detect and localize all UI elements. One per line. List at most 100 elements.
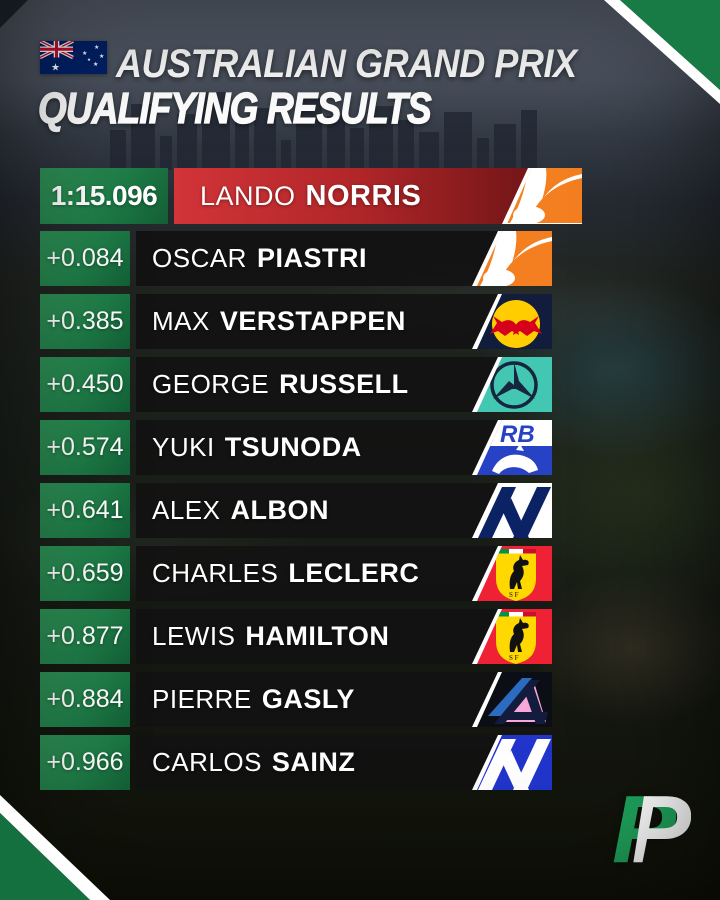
time-cell: +0.574 bbox=[40, 420, 130, 475]
driver-last-name: PIASTRI bbox=[256, 243, 367, 273]
driver-last-name: HAMILTON bbox=[245, 621, 390, 651]
result-row: +0.084 OSCAR PIASTRI bbox=[40, 231, 582, 286]
skyline-building bbox=[202, 92, 230, 170]
mclaren-logo-graphic bbox=[507, 168, 582, 223]
skyline-building bbox=[254, 108, 276, 170]
svg-text:★: ★ bbox=[51, 63, 60, 74]
page-title: AUSTRALIAN GRAND PRIX bbox=[116, 42, 577, 86]
time-cell: +0.659 bbox=[40, 546, 130, 601]
brand-p-logo: P P bbox=[612, 782, 720, 892]
result-row: +0.877 LEWIS HAMILTON S F bbox=[40, 609, 582, 664]
skyline-building bbox=[281, 140, 291, 170]
team-logo-mercedes bbox=[472, 357, 552, 412]
driver-first-name: OSCAR bbox=[152, 243, 247, 273]
result-row: +0.641 ALEX ALBON bbox=[40, 483, 582, 538]
ferrari-logo-graphic: S F bbox=[477, 546, 552, 601]
time-cell: 1:15.096 bbox=[40, 168, 168, 224]
result-row: +0.966 CARLOS SAINZ bbox=[40, 735, 582, 790]
driver-last-name: RUSSELL bbox=[279, 369, 409, 399]
red-bull-logo-graphic bbox=[477, 294, 552, 349]
time-cell: +0.385 bbox=[40, 294, 130, 349]
driver-last-name: SAINZ bbox=[271, 747, 356, 777]
svg-text:★: ★ bbox=[93, 61, 98, 68]
team-logo-ferrari: S F bbox=[472, 546, 552, 601]
brand-p-green: P bbox=[612, 776, 677, 883]
driver-first-name: LANDO bbox=[200, 180, 296, 211]
driver-bar: YUKI TSUNODA RB bbox=[136, 420, 552, 475]
skyline-building bbox=[369, 106, 393, 170]
driver-bar: LEWIS HAMILTON S F bbox=[136, 609, 552, 664]
time-cell: +0.877 bbox=[40, 609, 130, 664]
skyline-building bbox=[131, 104, 155, 170]
skyline-building bbox=[296, 98, 322, 170]
time-cell: +0.450 bbox=[40, 357, 130, 412]
result-row: +0.884 PIERRE GASLY bbox=[40, 672, 582, 727]
driver-last-name: LECLERC bbox=[288, 558, 420, 588]
australia-flag-icon: ★ ★ ★ ★ ★ ★ bbox=[40, 41, 107, 74]
driver-bar: MAX VERSTAPPEN bbox=[136, 294, 552, 349]
skyline-building bbox=[177, 114, 197, 170]
skyline-building bbox=[235, 122, 249, 170]
team-logo-mclaren bbox=[502, 168, 582, 224]
svg-text:★: ★ bbox=[99, 53, 104, 60]
team-logo-alpine bbox=[472, 672, 552, 727]
team-logo-racing-bulls: RB bbox=[472, 420, 552, 475]
time-cell: +0.966 bbox=[40, 735, 130, 790]
driver-first-name: LEWIS bbox=[152, 621, 236, 651]
williams-logo-graphic bbox=[477, 483, 552, 538]
city-skyline-silhouette bbox=[110, 78, 710, 170]
skyline-building bbox=[110, 130, 126, 170]
driver-last-name: GASLY bbox=[261, 684, 355, 714]
mercedes-logo-graphic bbox=[477, 357, 552, 412]
ferrari-logo-graphic: S F bbox=[477, 609, 552, 664]
svg-text:★: ★ bbox=[87, 57, 92, 62]
skyline-building bbox=[521, 110, 537, 170]
svg-text:S F: S F bbox=[509, 654, 519, 662]
skyline-building bbox=[477, 138, 489, 170]
skyline-building bbox=[494, 124, 516, 170]
driver-bar: CARLOS SAINZ bbox=[136, 735, 552, 790]
skyline-building bbox=[398, 120, 414, 170]
result-row: +0.574 YUKI TSUNODA RB bbox=[40, 420, 582, 475]
driver-bar: CHARLES LECLERC S F bbox=[136, 546, 552, 601]
driver-first-name: CHARLES bbox=[152, 558, 279, 588]
williams-blue-logo-graphic bbox=[477, 735, 552, 790]
driver-first-name: CARLOS bbox=[152, 747, 262, 777]
time-cell: +0.084 bbox=[40, 231, 130, 286]
driver-first-name: PIERRE bbox=[152, 684, 252, 714]
result-row: 1:15.096 LANDO NORRIS bbox=[40, 168, 582, 224]
driver-bar: ALEX ALBON bbox=[136, 483, 552, 538]
team-logo-williams-blue bbox=[472, 735, 552, 790]
team-logo-ferrari: S F bbox=[472, 609, 552, 664]
result-row: +0.385 MAX VERSTAPPEN bbox=[40, 294, 582, 349]
driver-bar: GEORGE RUSSELL bbox=[136, 357, 552, 412]
svg-text:★: ★ bbox=[94, 44, 99, 51]
result-row: +0.659 CHARLES LECLERC S F bbox=[40, 546, 582, 601]
result-row: +0.450 GEORGE RUSSELL bbox=[40, 357, 582, 412]
driver-bar: OSCAR PIASTRI bbox=[136, 231, 552, 286]
driver-first-name: ALEX bbox=[152, 495, 221, 525]
driver-first-name: YUKI bbox=[152, 432, 215, 462]
skyline-building bbox=[419, 132, 439, 170]
skyline-building bbox=[160, 136, 172, 170]
skyline-building bbox=[327, 116, 345, 170]
driver-last-name: NORRIS bbox=[305, 179, 422, 212]
results-list: 1:15.096 LANDO NORRIS +0.084 OSCAR PIAST… bbox=[40, 168, 582, 798]
svg-text:RB: RB bbox=[500, 421, 535, 448]
driver-bar: LANDO NORRIS bbox=[174, 168, 582, 224]
alpine-logo-graphic bbox=[477, 672, 552, 727]
racing-bulls-logo-graphic: RB bbox=[477, 420, 552, 475]
time-cell: +0.641 bbox=[40, 483, 130, 538]
team-logo-mclaren bbox=[472, 231, 552, 286]
driver-first-name: GEORGE bbox=[152, 369, 270, 399]
driver-last-name: TSUNODA bbox=[224, 432, 362, 462]
svg-text:S F: S F bbox=[509, 591, 519, 599]
mclaren-logo-graphic bbox=[477, 231, 552, 286]
driver-last-name: VERSTAPPEN bbox=[219, 306, 406, 336]
team-logo-williams bbox=[472, 483, 552, 538]
driver-first-name: MAX bbox=[152, 306, 210, 336]
svg-text:★: ★ bbox=[82, 50, 87, 57]
time-cell: +0.884 bbox=[40, 672, 130, 727]
team-logo-red-bull bbox=[472, 294, 552, 349]
